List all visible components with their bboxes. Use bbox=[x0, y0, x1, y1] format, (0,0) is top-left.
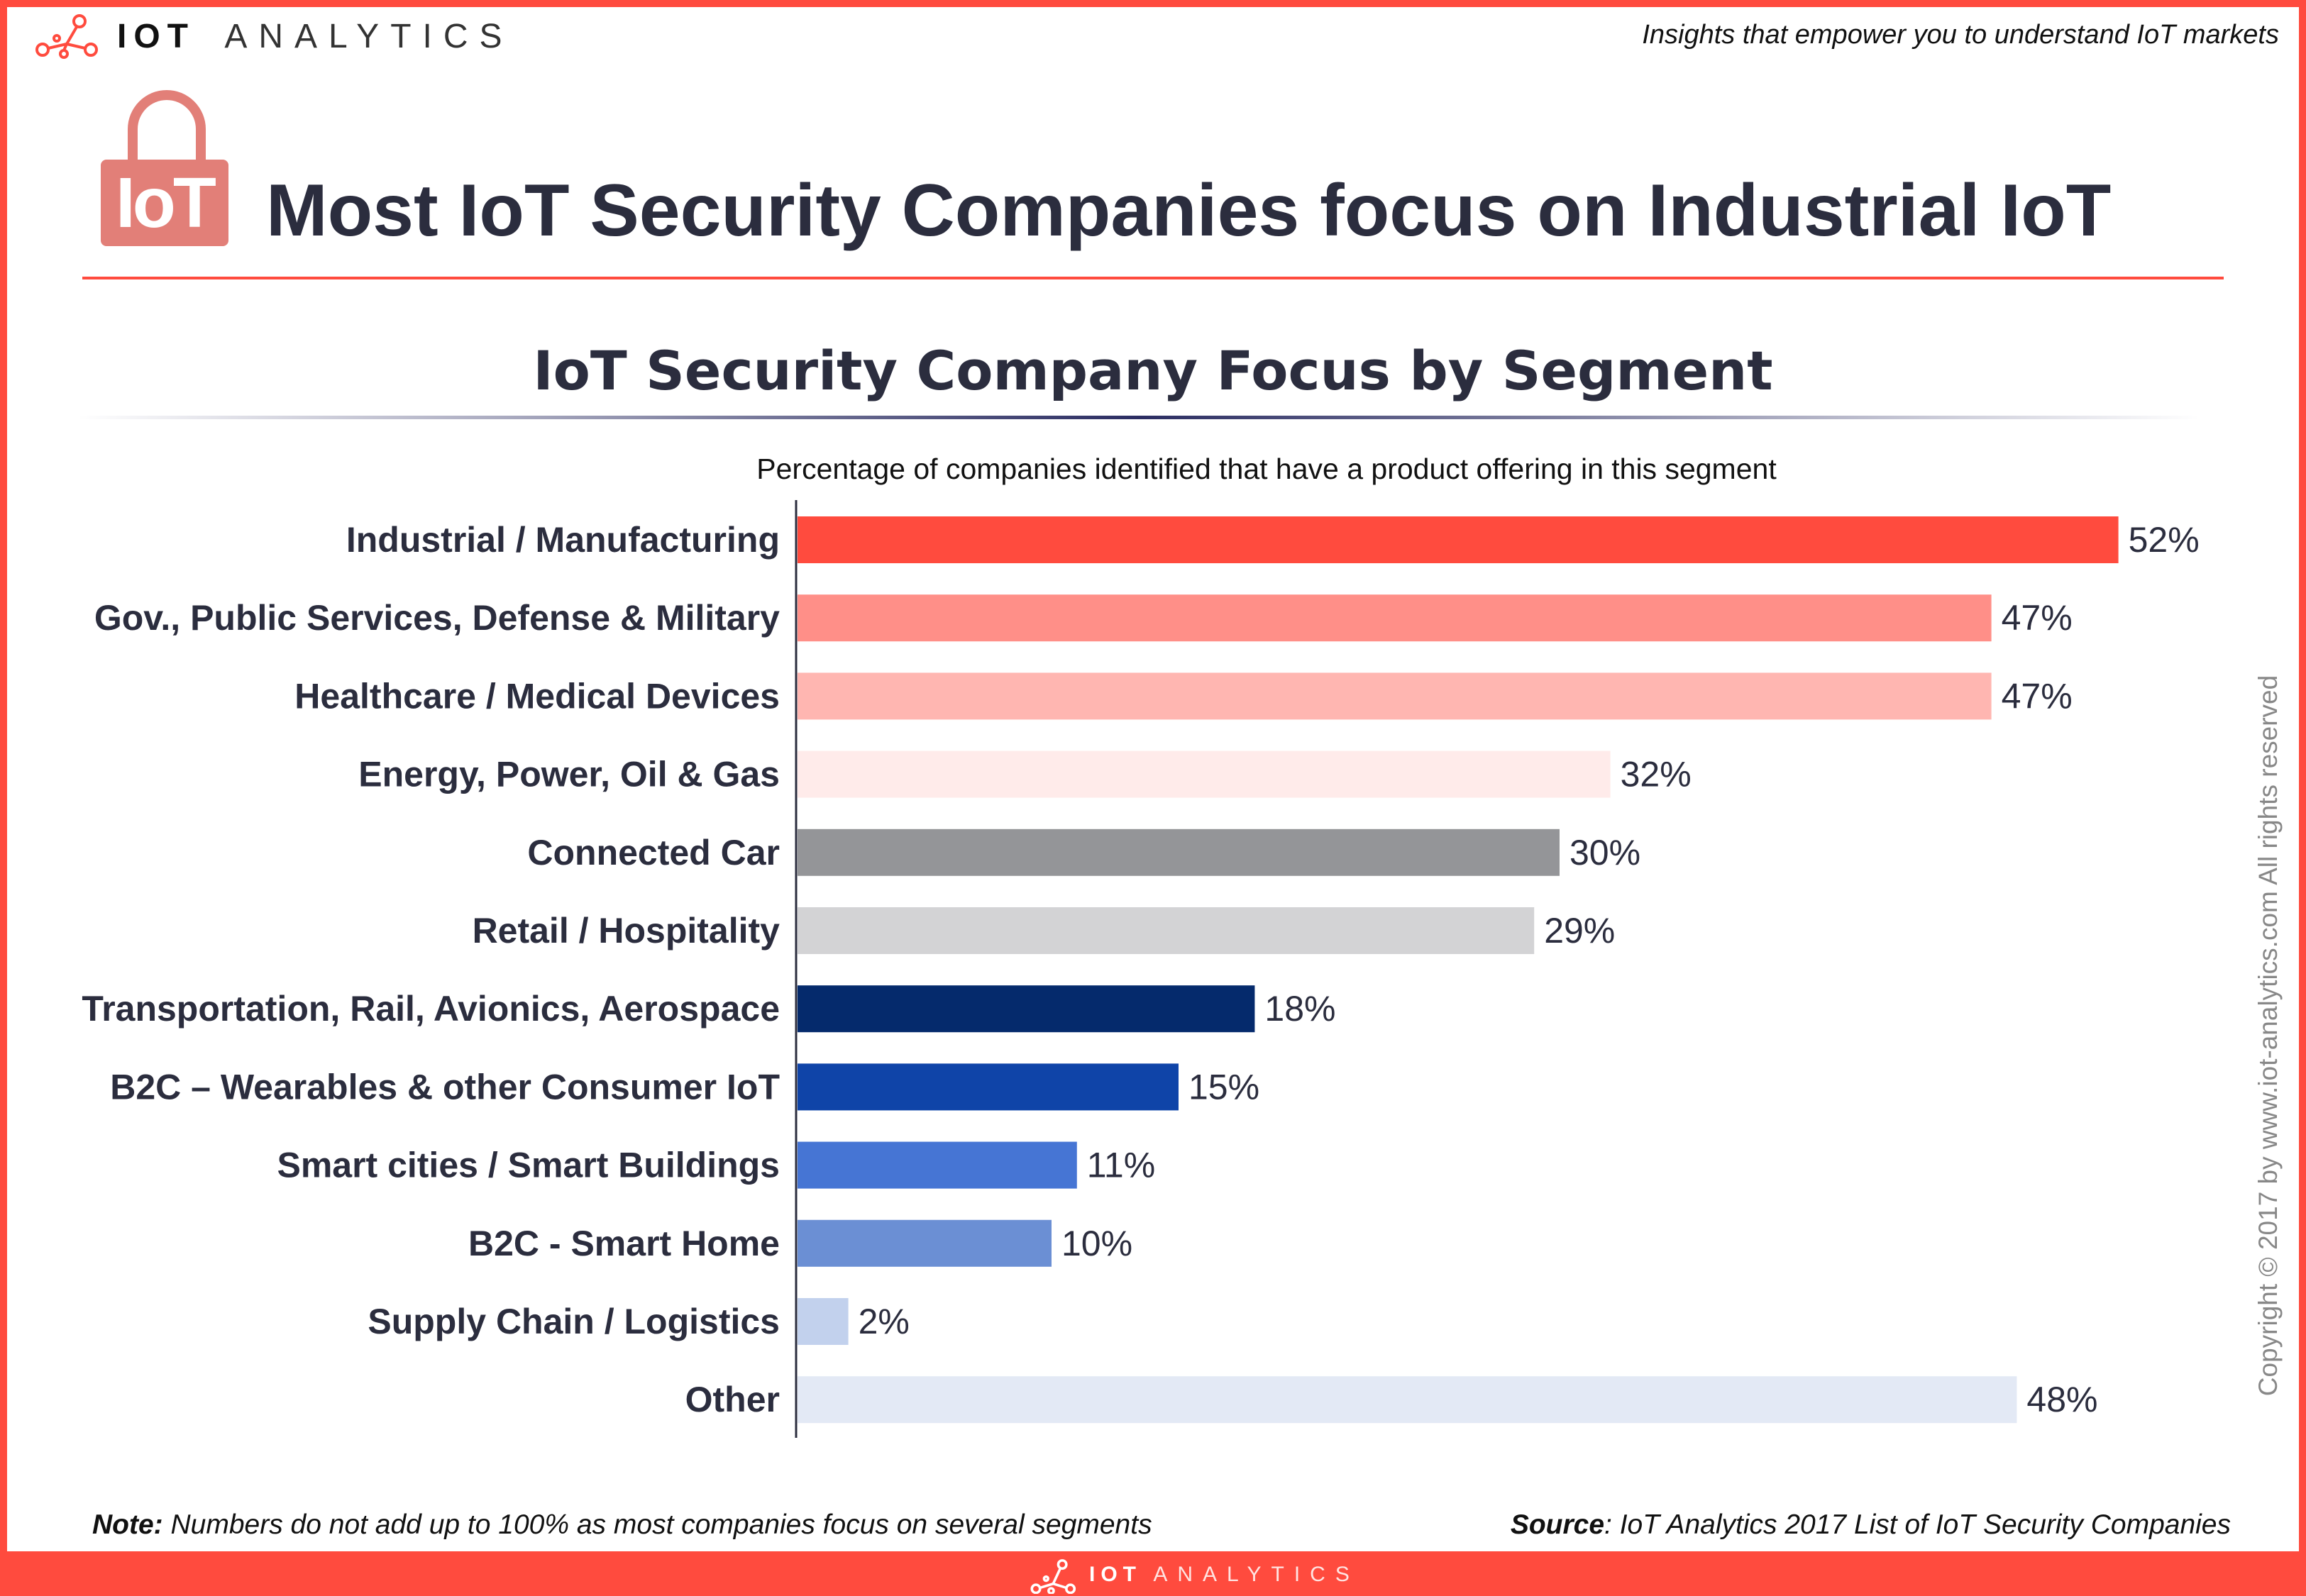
footer-brand: IOT ANALYTICS bbox=[1089, 1563, 1359, 1587]
data-label: 52% bbox=[2129, 520, 2200, 560]
bar bbox=[798, 829, 1560, 876]
chart-subtitle: Percentage of companies identified that … bbox=[756, 453, 1777, 485]
source: Source: IoT Analytics 2017 List of IoT S… bbox=[1511, 1509, 2231, 1541]
bar bbox=[798, 985, 1255, 1033]
bar bbox=[798, 1298, 849, 1345]
lock-icon-text: IoT bbox=[101, 160, 228, 246]
data-label: 48% bbox=[2026, 1380, 2097, 1419]
category-label: B2C – Wearables & other Consumer IoT bbox=[110, 1067, 780, 1107]
bar bbox=[798, 672, 1992, 720]
category-label: B2C - Smart Home bbox=[468, 1224, 780, 1263]
footer-brand-bold: IOT bbox=[1089, 1563, 1142, 1586]
category-label: Energy, Power, Oil & Gas bbox=[358, 755, 780, 794]
note: Note: Numbers do not add up to 100% as m… bbox=[92, 1509, 1152, 1541]
page-title: Most IoT Security Companies focus on Ind… bbox=[266, 170, 2112, 252]
chart-title: IoT Security Company Focus by Segment bbox=[533, 339, 1773, 402]
chart-title-divider bbox=[78, 416, 2200, 419]
data-label: 18% bbox=[1264, 989, 1335, 1029]
brand-logo: IOT ANALYTICS bbox=[117, 17, 514, 56]
category-label: Supply Chain / Logistics bbox=[368, 1302, 780, 1341]
brand-bold: IOT bbox=[117, 18, 195, 55]
data-label: 11% bbox=[1087, 1146, 1155, 1185]
data-label: 10% bbox=[1061, 1224, 1132, 1263]
data-label: 32% bbox=[1621, 755, 1692, 794]
bar bbox=[798, 907, 1535, 954]
footer-logo-icon bbox=[1030, 1559, 1076, 1594]
bar bbox=[798, 1376, 2017, 1424]
note-text: Numbers do not add up to 100% as most co… bbox=[162, 1509, 1152, 1540]
category-label: Gov., Public Services, Defense & Militar… bbox=[94, 598, 780, 638]
category-label: Connected Car bbox=[527, 833, 780, 872]
bar bbox=[798, 1219, 1052, 1267]
iot-analytics-logo-icon bbox=[35, 14, 98, 59]
source-label: Source bbox=[1510, 1509, 1605, 1540]
copyright: Copyright © 2017 by www.iot-analytics.co… bbox=[2253, 675, 2283, 1397]
category-label: Transportation, Rail, Avionics, Aerospac… bbox=[82, 989, 780, 1029]
bar bbox=[798, 516, 2119, 563]
data-label: 29% bbox=[1544, 911, 1615, 951]
note-label: Note: bbox=[92, 1509, 163, 1540]
data-label: 15% bbox=[1188, 1067, 1259, 1107]
data-label: 47% bbox=[2002, 598, 2073, 638]
category-label: Healthcare / Medical Devices bbox=[294, 676, 780, 716]
category-label: Industrial / Manufacturing bbox=[346, 520, 780, 560]
bar bbox=[798, 750, 1611, 798]
tagline: Insights that empower you to understand … bbox=[1642, 20, 2279, 50]
data-label: 30% bbox=[1569, 833, 1640, 872]
footer-brand-light: ANALYTICS bbox=[1153, 1563, 1359, 1586]
title-divider bbox=[82, 277, 2224, 279]
bar bbox=[798, 1141, 1077, 1189]
category-label: Retail / Hospitality bbox=[473, 911, 780, 951]
lock-icon: IoT bbox=[99, 89, 231, 248]
source-text: : IoT Analytics 2017 List of IoT Securit… bbox=[1604, 1509, 2231, 1540]
brand-light: ANALYTICS bbox=[224, 18, 514, 55]
bar bbox=[798, 1063, 1179, 1111]
data-label: 2% bbox=[859, 1302, 910, 1341]
category-label: Smart cities / Smart Buildings bbox=[277, 1146, 780, 1185]
data-label: 47% bbox=[2002, 676, 2073, 716]
category-label: Other bbox=[685, 1380, 780, 1419]
footer-bar: IOT ANALYTICS bbox=[0, 1551, 2306, 1596]
bar bbox=[798, 594, 1992, 642]
